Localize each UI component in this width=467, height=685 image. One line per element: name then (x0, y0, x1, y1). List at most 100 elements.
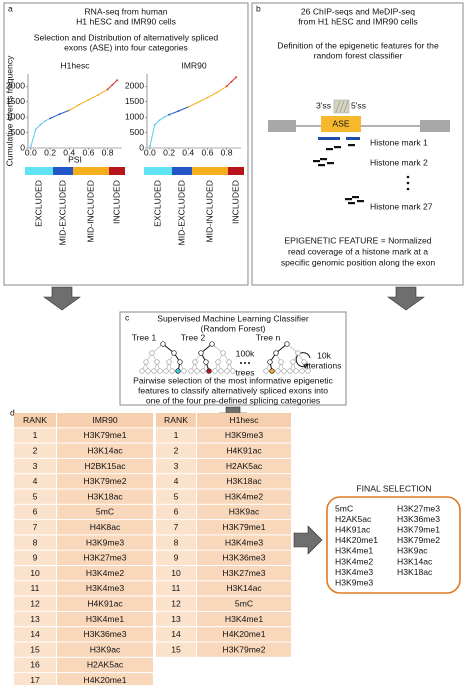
tree-node (299, 368, 305, 374)
x-tick-label: 0.2 (163, 147, 175, 157)
table-cell (57, 489, 153, 504)
iteration-word: iterations (307, 360, 342, 370)
tree-node (157, 368, 163, 374)
final-selection-item: H3K9ac (397, 546, 428, 556)
rank-cell: 2 (174, 446, 179, 456)
table-header-cell (14, 413, 56, 428)
mark-cell: H3K9me3 (225, 430, 263, 440)
iteration-loop (295, 352, 311, 368)
tree-count: 100k (236, 348, 255, 358)
tree-node (192, 359, 198, 365)
tree-node (163, 368, 169, 374)
read-dash (318, 164, 325, 167)
final-selection-item: H4K91ac (335, 524, 371, 534)
category-bar (192, 167, 228, 175)
read-dash (345, 198, 352, 201)
rank-cell: 15 (171, 644, 181, 654)
table-header-cell (156, 413, 196, 428)
mark-cell: 5mC (96, 507, 114, 517)
category-bar (73, 167, 109, 175)
ellipsis-dot (244, 362, 246, 364)
point (77, 103, 80, 106)
hatch (343, 100, 349, 113)
mark-cell: H3K4me3 (225, 537, 263, 547)
rank-cell: 17 (30, 675, 40, 685)
panel-a-frame (3, 2, 249, 286)
table-cell (156, 474, 196, 489)
table-cell (14, 535, 56, 550)
panel-title: (Random Forest) (201, 323, 266, 333)
tree-node (267, 359, 273, 365)
x-axis-label: PSI (68, 154, 82, 164)
final-selection-item: H3K18ac (397, 567, 433, 577)
table-cell (14, 520, 56, 535)
x-tick-label: 0.6 (82, 147, 94, 157)
panel-title: 26 ChIP-seqs and MeDIP-seq (301, 6, 415, 16)
point (44, 119, 47, 122)
tree-node (224, 368, 230, 374)
tree-node (278, 359, 284, 365)
table-cell (197, 581, 291, 596)
read-dash (334, 146, 341, 149)
table-cell (57, 520, 153, 535)
category-label: INCLUDED (111, 180, 121, 224)
mark-cell: H3K4me3 (86, 583, 124, 593)
panel-label: d (10, 407, 15, 417)
tree-node (171, 350, 177, 356)
table-cell (14, 673, 56, 685)
panel-title: from H1 hESC and IMR90 cells (298, 16, 417, 26)
point (206, 96, 209, 99)
hatch (339, 100, 345, 113)
table-cell (57, 566, 153, 581)
point (158, 119, 161, 122)
splice-site: 3'ss (316, 100, 331, 110)
splice-site: 5'ss (351, 100, 366, 110)
table-cell (197, 474, 291, 489)
mark-cell: H3K4me2 (86, 568, 124, 578)
histone-mark-label: Histone mark 27 (370, 201, 433, 211)
rank-cell: 11 (172, 583, 181, 593)
histone-mark-label: Histone mark 2 (370, 157, 428, 167)
table-cell (14, 443, 56, 458)
read-dash (320, 158, 327, 161)
tree-node (230, 368, 236, 374)
table-cell (14, 596, 56, 611)
mark-cell: H3K36me3 (223, 553, 266, 563)
table-cell (156, 535, 196, 550)
table-cell (14, 611, 56, 627)
downstream-exon (420, 120, 450, 132)
tree-node (177, 359, 183, 365)
x-tick-label: 0.2 (44, 147, 56, 157)
mark-cell: H3K79me1 (84, 430, 127, 440)
panel-subtitle: Definition of the epigenetic features fo… (277, 40, 439, 50)
table-cell (197, 504, 291, 520)
ase-exon (321, 116, 361, 132)
table-cell (156, 504, 196, 520)
rank-cell: 11 (31, 583, 40, 593)
table-cell (57, 550, 153, 565)
read-dash (357, 200, 364, 203)
exon-label: ASE (332, 118, 349, 128)
y-tick-label: 1000 (6, 111, 25, 121)
tree-node (175, 368, 181, 374)
table-cell (14, 458, 56, 474)
panel-subtitle: Selection and Distribution of alternativ… (34, 32, 219, 42)
mark-cell: H3K4me2 (225, 491, 263, 501)
table-cell (197, 489, 291, 504)
table-header: IMR90 (92, 415, 118, 425)
point (187, 106, 190, 108)
rank-cell: 6 (33, 507, 38, 517)
point (68, 109, 71, 112)
rank-cell: 10 (171, 568, 181, 578)
mark-cell: H4K20me1 (84, 675, 127, 685)
y-tick-label: 500 (130, 127, 145, 137)
table-cell (57, 443, 153, 458)
table-cell (156, 428, 196, 443)
point (116, 79, 119, 82)
point (34, 128, 37, 131)
point (148, 145, 151, 148)
rank-cell: 10 (30, 568, 40, 578)
mark-cell: H3K27me3 (223, 568, 266, 578)
rank-cell: 4 (33, 476, 38, 486)
